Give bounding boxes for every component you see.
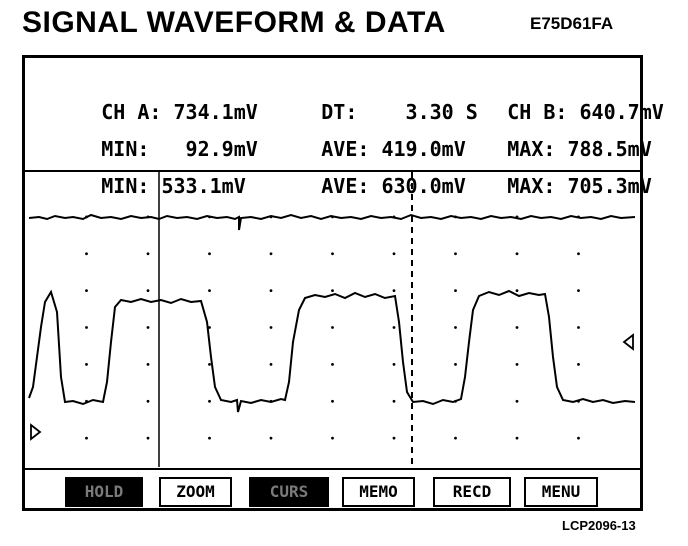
- hold-label: HOLD: [84, 482, 124, 501]
- cursor-label: CURS: [269, 482, 309, 501]
- average-value-b: AVE: 630.0mV: [321, 174, 466, 198]
- cursor-button[interactable]: CURS: [249, 477, 329, 507]
- grid-dot: [269, 436, 273, 440]
- grid-dot: [454, 436, 457, 440]
- grid-dot: [392, 252, 396, 256]
- grid-dot: [208, 289, 211, 292]
- waveform-svg: [28, 172, 636, 467]
- readout-row-2: MIN: 92.9mV AVE: 419.0mV MAX: 788.5mV: [29, 98, 688, 161]
- min-value-b: MIN: 533.1mV: [101, 174, 246, 198]
- memo-label: MEMO: [359, 482, 398, 501]
- grid-dot: [454, 326, 457, 329]
- channel-a-value: CH A: 734.1mV: [101, 100, 258, 124]
- hold-button[interactable]: HOLD: [65, 477, 143, 507]
- grid-dot: [577, 252, 580, 256]
- grid-dot: [146, 326, 150, 329]
- grid-dot: [269, 326, 273, 329]
- grid-dot: [577, 326, 580, 329]
- grid-dot: [577, 289, 580, 292]
- grid-dot: [269, 289, 273, 292]
- grid-dot: [331, 289, 334, 292]
- trace-channel-a: [28, 289, 636, 413]
- grid-dot: [515, 436, 519, 440]
- grid-dot: [85, 326, 88, 329]
- grid-dot: [208, 399, 211, 403]
- grid-dot: [392, 289, 396, 292]
- zoom-label: ZOOM: [176, 482, 215, 501]
- grid-dot: [454, 252, 457, 256]
- measurement-readout: CH A: 734.1mV DT: 3.30 S CH B: 640.7mV MIN…: [25, 58, 664, 198]
- grid-dot: [85, 289, 88, 292]
- average-value-a: AVE: 419.0mV: [321, 137, 466, 161]
- grid-dot: [392, 363, 396, 366]
- grid-dot: [146, 252, 150, 256]
- grid-dot: [392, 399, 396, 403]
- waveform-display[interactable]: [25, 172, 640, 467]
- readout-row-1: CH A: 734.1mV DT: 3.30 S CH B: 640.7mV: [29, 61, 688, 124]
- memo-button[interactable]: MEMO: [342, 477, 415, 507]
- max-value-a: MAX: 788.5mV: [507, 137, 652, 161]
- zoom-button[interactable]: ZOOM: [159, 477, 232, 507]
- grid-dot: [331, 326, 334, 329]
- grid-dot: [454, 363, 457, 366]
- grid-dot: [331, 399, 334, 403]
- grid-dot: [515, 289, 519, 292]
- grid-dot: [515, 363, 519, 366]
- grid-dot: [146, 399, 150, 403]
- grid-dot: [269, 363, 273, 366]
- record-button[interactable]: RECD: [433, 477, 511, 507]
- figure-reference: LCP2096-13: [562, 518, 636, 533]
- grid-dot: [208, 436, 211, 440]
- grid-dot: [146, 289, 150, 292]
- min-value-a: MIN: 92.9mV: [101, 137, 258, 161]
- grid-dot: [208, 363, 211, 366]
- grid-dot: [577, 436, 580, 440]
- grid-dot: [454, 289, 457, 292]
- grid-dot: [208, 252, 211, 256]
- record-label: RECD: [452, 482, 492, 501]
- grid-dot: [85, 363, 88, 366]
- figure-code: E75D61FA: [530, 14, 614, 33]
- grid-dot: [331, 363, 334, 366]
- grid-dot: [515, 399, 519, 403]
- menu-label: MENU: [541, 482, 581, 501]
- scope-screen: CH A: 734.1mV DT: 3.30 S CH B: 640.7mV MIN…: [22, 55, 664, 511]
- grid-dot: [331, 252, 334, 256]
- delta-time-value: DT: 3.30 S: [321, 100, 478, 124]
- grid-dot: [392, 436, 396, 440]
- grid-dot: [85, 252, 88, 256]
- grid-dot: [85, 436, 88, 440]
- grid-dot: [331, 436, 334, 440]
- softkey-bar: HOLD ZOOM CURS MEMO RECD MENU: [25, 470, 640, 508]
- readout-row-3: MIN: 533.1mV AVE: 630.0mV MAX: 705.3mV: [29, 135, 688, 198]
- max-value-b: MAX: 705.3mV: [507, 174, 652, 198]
- triangle-left-icon: [622, 333, 634, 351]
- grid-dot: [269, 252, 273, 256]
- grid-dot: [146, 363, 150, 366]
- trace-channel-b: [28, 213, 636, 231]
- softkey-divider: [25, 468, 640, 470]
- grid-dot: [392, 326, 396, 329]
- page-title: SIGNAL WAVEFORM & DATA: [22, 6, 446, 39]
- menu-button[interactable]: MENU: [524, 477, 598, 507]
- readout-divider: [25, 170, 640, 172]
- grid-dot: [515, 252, 519, 256]
- grid-dot: [577, 363, 580, 366]
- grid-dot: [208, 326, 211, 329]
- triangle-right-icon: [30, 423, 42, 441]
- grid-dot: [515, 326, 519, 329]
- channel-b-value: CH B: 640.7mV: [507, 100, 664, 124]
- grid-dot: [146, 436, 150, 440]
